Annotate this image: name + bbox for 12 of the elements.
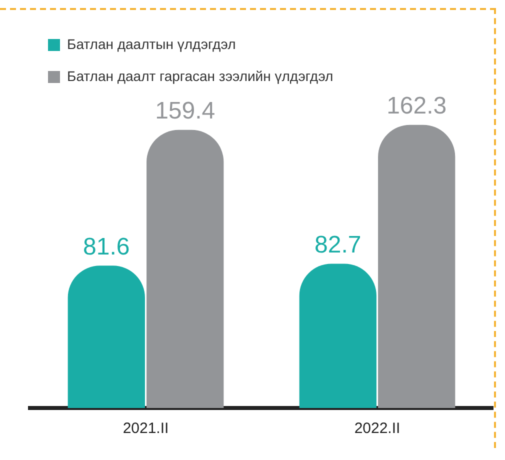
bar <box>299 264 376 408</box>
legend-label: Батлан даалт гаргасан зээлийн үлдэгдэл <box>67 68 334 84</box>
data-label: 82.7 <box>314 231 362 258</box>
data-label: 162.3 <box>386 92 447 120</box>
bar <box>146 130 224 408</box>
legend-label: Батлан даалтын үлдэгдэл <box>67 36 236 52</box>
x-tick-label: 2021.II <box>122 420 169 438</box>
x-tick-label: 2022.II <box>354 420 400 438</box>
data-label: 81.6 <box>83 233 130 260</box>
bar <box>378 124 456 408</box>
bar <box>68 266 145 408</box>
data-label: 159.4 <box>155 98 216 125</box>
